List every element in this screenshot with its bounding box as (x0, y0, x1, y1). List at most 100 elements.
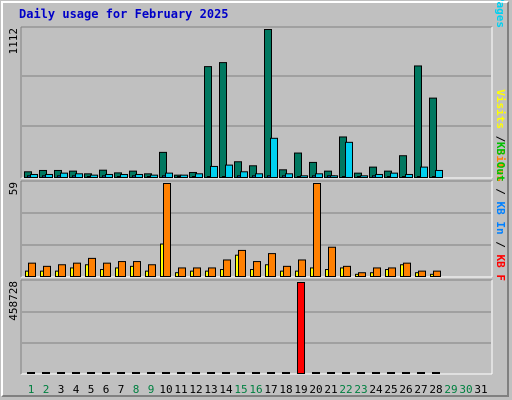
bar-pages (60, 172, 68, 179)
legend-segment: KB In (494, 202, 507, 235)
day-label: 31 (474, 383, 487, 396)
day-label: 17 (264, 383, 277, 396)
legend-segment: Visits (494, 89, 507, 129)
bar-kb-f (102, 372, 110, 374)
bar-pages (345, 141, 353, 179)
bar-sites (313, 183, 321, 277)
bar-pages (315, 173, 323, 179)
bar-sites (298, 259, 306, 278)
bar-pages (300, 175, 308, 179)
day-label: 19 (294, 383, 307, 396)
bar-sites (118, 261, 126, 278)
bar-pages (90, 174, 98, 178)
bar-sites (358, 272, 366, 277)
bar-pages (210, 165, 218, 178)
bar-sites (403, 262, 411, 277)
bar-sites (223, 259, 231, 278)
day-label: 22 (339, 383, 352, 396)
legend-segment: KB Out (494, 142, 507, 182)
bar-kb-f (147, 372, 155, 374)
bar-pages (330, 175, 338, 179)
legend-segment: Sites (494, 149, 507, 182)
legend-segment: / (494, 182, 507, 202)
day-label: 8 (133, 383, 140, 396)
bar-sites (73, 262, 81, 277)
bar-sites (283, 265, 291, 277)
day-label: 9 (148, 383, 155, 396)
bar-pages (75, 173, 83, 179)
bar-pages (150, 174, 158, 178)
legend-segment: Pages (494, 0, 507, 28)
y-axis-max-label: 458728 (7, 281, 20, 321)
bar-kb-f (297, 282, 305, 374)
bar-kb-f (372, 372, 380, 374)
bar-sites (343, 265, 351, 277)
day-label: 25 (384, 383, 397, 396)
bar-sites (163, 183, 171, 277)
bar-pages (360, 175, 368, 179)
legend-label: KB Out / KB In / KB F (494, 142, 507, 281)
bar-pages (285, 173, 293, 179)
bar-sites (28, 262, 36, 277)
day-label: 1 (28, 383, 35, 396)
bar-sites (418, 270, 426, 277)
legend-label: Hits / Files / Pages (494, 0, 507, 28)
bar-sites (238, 249, 246, 277)
bar-pages (105, 173, 113, 178)
day-label: 16 (249, 383, 262, 396)
day-label: 11 (174, 383, 187, 396)
bar-kb-f (267, 372, 275, 374)
legend-segment: KB F (494, 255, 507, 282)
bar-hits (219, 62, 227, 178)
chart-title: Daily usage for February 2025 (19, 7, 229, 21)
bar-kb-f (327, 372, 335, 374)
bar-kb-f (27, 372, 35, 374)
bar-sites (103, 262, 111, 277)
day-label: 7 (118, 383, 125, 396)
bar-kb-f (237, 372, 245, 374)
day-label: 4 (73, 383, 80, 396)
bar-pages (390, 172, 398, 179)
bar-hits (429, 97, 437, 178)
day-label: 3 (58, 383, 65, 396)
day-label: 10 (159, 383, 172, 396)
legend-segment: / (494, 129, 507, 149)
bar-pages (225, 164, 233, 179)
day-label: 26 (399, 383, 412, 396)
bar-pages (30, 173, 38, 178)
bar-sites (133, 261, 141, 278)
day-label: 5 (88, 383, 95, 396)
bar-sites (178, 267, 186, 277)
day-label: 23 (354, 383, 367, 396)
bar-sites (328, 246, 336, 278)
bar-pages (435, 169, 443, 179)
bar-kb-f (57, 372, 65, 374)
bar-kb-f (72, 372, 80, 374)
bar-pages (195, 173, 203, 179)
bar-sites (88, 257, 96, 277)
day-label: 14 (219, 383, 233, 396)
bar-kb-f (432, 372, 440, 374)
bar-pages (375, 173, 383, 178)
day-label: 30 (459, 383, 472, 396)
legend-segment: / (494, 235, 507, 255)
bar-sites (253, 261, 261, 278)
bar-sites (43, 265, 51, 277)
day-label: 6 (103, 383, 110, 396)
day-label: 2 (43, 383, 50, 396)
bar-kb-f (222, 372, 230, 374)
bar-kb-f (177, 372, 185, 374)
bar-pages (420, 166, 428, 178)
bar-pages (135, 173, 143, 178)
bar-sites (58, 264, 66, 278)
bar-sites (388, 267, 396, 277)
day-label: 15 (234, 383, 247, 396)
bar-hits (414, 65, 422, 178)
bar-kb-f (282, 372, 290, 374)
day-label: 18 (279, 383, 292, 396)
bar-kb-f (162, 372, 170, 374)
bar-kb-f (192, 372, 200, 374)
day-label: 27 (414, 383, 427, 396)
bar-hits (294, 152, 302, 178)
